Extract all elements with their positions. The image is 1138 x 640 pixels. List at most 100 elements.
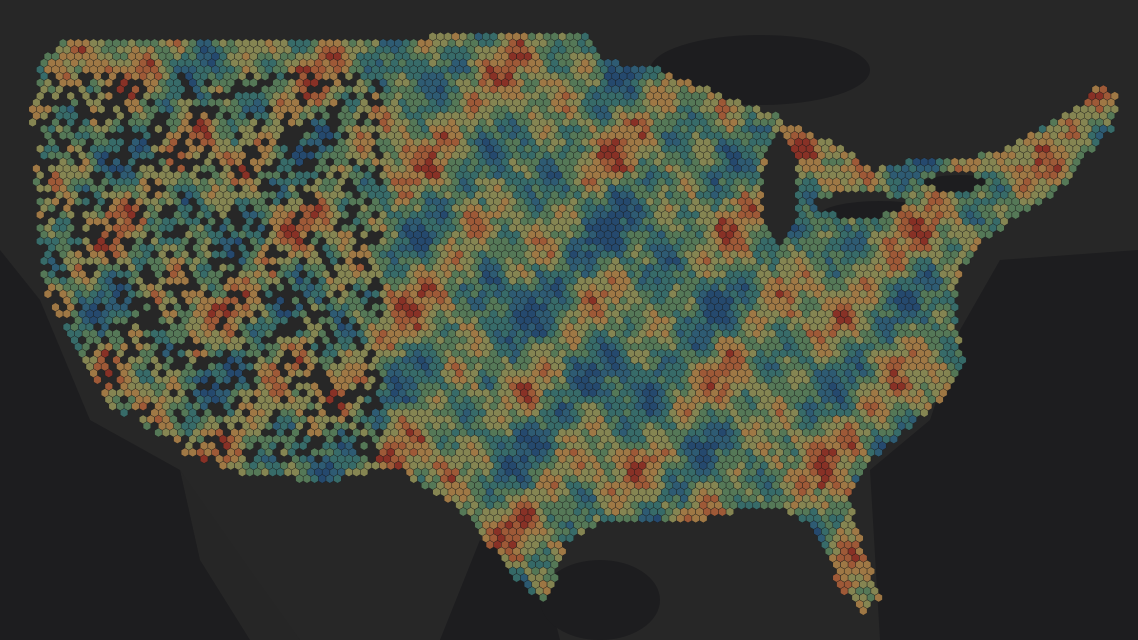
hex-bin — [1106, 124, 1116, 134]
hex-bin — [40, 150, 49, 161]
hex-bin — [62, 309, 71, 319]
hex-bin — [954, 163, 963, 174]
hex-bin — [131, 124, 140, 134]
hex-bin — [93, 216, 102, 227]
hex-bin — [112, 315, 121, 326]
hex-bin — [200, 348, 209, 359]
hex-bin — [306, 150, 315, 161]
hex-bin — [836, 183, 845, 194]
hex-bin — [851, 183, 860, 194]
hex-bin — [123, 229, 132, 240]
hex-bin — [1045, 190, 1055, 200]
hex-bin — [97, 104, 106, 114]
hex-bin — [81, 223, 91, 233]
hex-bin — [200, 163, 209, 174]
hex-bin — [280, 315, 289, 326]
hex-bin — [306, 137, 315, 147]
hex-bin — [211, 236, 220, 246]
hex-bin — [36, 183, 45, 194]
hex-layer — [28, 31, 1119, 616]
hex-bin — [1011, 210, 1020, 220]
hex-bin — [158, 144, 167, 154]
hex-bin — [318, 302, 327, 312]
hex-bin — [120, 315, 129, 326]
hex-bin — [1061, 177, 1070, 187]
hex-bin — [154, 177, 163, 187]
hex-bin — [962, 256, 971, 266]
hex-bin — [985, 229, 994, 240]
hex-bin — [116, 269, 125, 279]
hex-bin — [40, 256, 49, 266]
hex-bin — [116, 84, 125, 95]
hex-bin — [47, 150, 56, 161]
hex-bin — [226, 262, 235, 273]
hex-bin — [131, 309, 140, 319]
hex-bin — [321, 71, 331, 81]
hex-bin — [43, 289, 52, 299]
hex-bin — [158, 104, 167, 114]
hex-bin — [192, 97, 201, 108]
hex-bin — [1034, 196, 1043, 207]
hex-bin — [295, 117, 304, 128]
hex-bin — [310, 302, 319, 312]
hex-bin — [222, 84, 232, 95]
hex-bin — [200, 97, 209, 108]
hex-bin — [180, 276, 190, 286]
hex-bin — [211, 249, 220, 260]
hex-bin — [165, 196, 174, 207]
hex-bin — [341, 210, 350, 220]
hex-bin — [81, 64, 91, 75]
hex-bin — [40, 111, 49, 121]
hex-bin — [165, 144, 174, 154]
hex-bin — [192, 335, 201, 345]
hex-bin — [177, 348, 186, 359]
hex-bin — [173, 276, 182, 286]
hex-bin — [261, 71, 270, 81]
hex-bin — [927, 170, 936, 180]
hex-bin — [371, 223, 380, 233]
hex-bin — [207, 97, 216, 108]
hex-bin — [139, 150, 148, 161]
hex-bin — [859, 183, 868, 194]
hex-bin — [226, 249, 235, 260]
hex-bin — [946, 163, 956, 174]
hex-bin — [348, 196, 357, 207]
hex-bin — [81, 183, 91, 194]
hex-bin — [192, 150, 201, 161]
hex-bin — [177, 150, 186, 161]
hex-bin — [276, 243, 285, 253]
hex-bin — [230, 282, 239, 293]
hex-bin — [131, 71, 140, 81]
hex-bin — [939, 163, 948, 174]
hex-bin — [36, 236, 45, 246]
hex-bin — [287, 64, 296, 75]
hex-bin — [142, 328, 151, 339]
hex-bin — [93, 163, 102, 174]
hex-bin — [207, 348, 216, 359]
hex-bin — [287, 117, 296, 128]
hex-bin — [295, 157, 304, 167]
hex-bin — [874, 183, 883, 194]
hex-bin — [36, 210, 45, 220]
hex-bin — [55, 309, 64, 319]
hex-bin — [184, 150, 193, 161]
hex-bin — [85, 256, 94, 266]
hex-bin — [371, 91, 380, 101]
hex-bin — [177, 216, 186, 227]
hex-bin — [146, 150, 155, 161]
hex-bin — [264, 157, 273, 167]
hex-bin — [66, 78, 75, 88]
hex-bin — [885, 190, 895, 200]
hex-bin — [135, 289, 144, 299]
hex-bin — [104, 78, 113, 88]
hex-bin — [329, 97, 338, 108]
hex-bin — [245, 348, 254, 359]
hex-bin — [47, 203, 56, 213]
hex-bin — [245, 137, 254, 147]
hex-bin — [291, 282, 300, 293]
hex-bin — [249, 78, 258, 88]
hex-bin — [268, 256, 277, 266]
hex-bin — [344, 71, 353, 81]
